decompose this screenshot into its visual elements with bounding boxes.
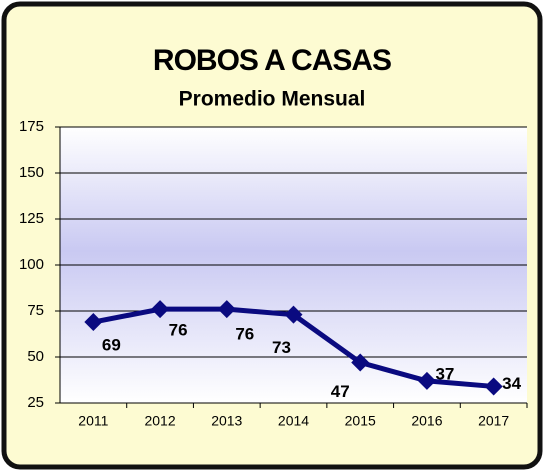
- data-label: 76: [235, 325, 254, 344]
- x-tick-label: 2015: [345, 413, 376, 429]
- data-label: 34: [502, 374, 521, 393]
- data-label: 37: [435, 364, 454, 383]
- marker: [84, 313, 103, 332]
- x-tick-label: 2011: [78, 413, 108, 429]
- chart-title: ROBOS A CASAS: [153, 44, 391, 77]
- data-label: 76: [169, 321, 188, 340]
- x-tick-label: 2013: [211, 413, 242, 429]
- data-label: 47: [331, 382, 350, 401]
- x-tick-label: 2016: [411, 413, 442, 429]
- marker: [151, 300, 170, 319]
- data-label: 69: [102, 336, 121, 355]
- marker: [284, 305, 303, 324]
- data-label: 73: [272, 338, 291, 357]
- marker: [217, 300, 236, 319]
- y-tick-label: 125: [19, 210, 44, 227]
- y-tick-label: 100: [19, 256, 44, 273]
- y-tick-label: 50: [27, 348, 44, 365]
- marker: [484, 377, 503, 396]
- x-tick-label: 2012: [144, 413, 175, 429]
- x-tick-label: 2017: [478, 413, 509, 429]
- y-tick-label: 175: [19, 118, 44, 135]
- marker: [417, 371, 436, 390]
- y-tick-label: 25: [27, 394, 44, 411]
- y-tick-label: 75: [27, 302, 44, 319]
- chart-subtitle: Promedio Mensual: [179, 88, 366, 111]
- x-tick-label: 2014: [278, 413, 309, 429]
- marker: [351, 353, 370, 372]
- y-tick-label: 150: [19, 164, 44, 181]
